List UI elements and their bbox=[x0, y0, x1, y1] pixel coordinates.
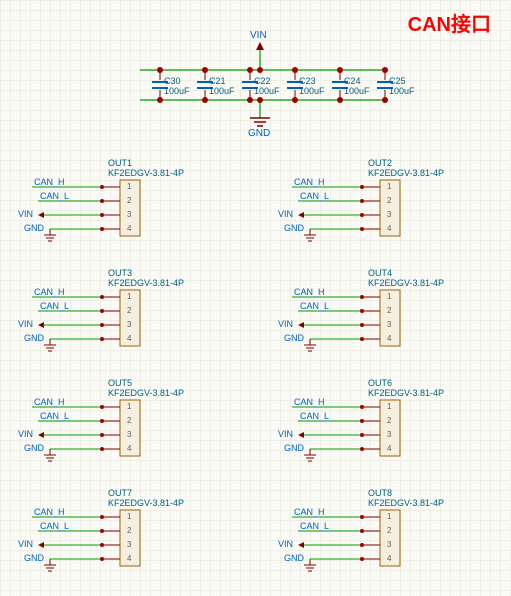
connector-part: KF2EDGV-3.81-4P bbox=[108, 278, 184, 288]
net-label-gnd: GND bbox=[284, 553, 304, 563]
cap-name: C23 bbox=[299, 76, 316, 86]
cap-name: C30 bbox=[164, 76, 181, 86]
cap-value: 100uF bbox=[344, 86, 370, 96]
connector-part: KF2EDGV-3.81-4P bbox=[368, 278, 444, 288]
pin-number: 1 bbox=[387, 182, 391, 191]
net-label-gnd: GND bbox=[24, 223, 44, 233]
pin-number: 3 bbox=[387, 320, 391, 329]
pin-number: 1 bbox=[127, 292, 131, 301]
connector-name: OUT7 bbox=[108, 488, 132, 498]
net-label-can-h: CAN_H bbox=[34, 177, 65, 187]
cap-name: C25 bbox=[389, 76, 406, 86]
pin-number: 4 bbox=[127, 554, 131, 563]
pin-number: 4 bbox=[387, 334, 391, 343]
cap-name: C22 bbox=[254, 76, 271, 86]
net-label-can-h: CAN_H bbox=[294, 397, 325, 407]
net-label-can-h: CAN_H bbox=[34, 397, 65, 407]
net-label-can-l: CAN_L bbox=[300, 411, 329, 421]
pin-number: 1 bbox=[127, 182, 131, 191]
net-label-vin: VIN bbox=[278, 319, 293, 329]
connector-name: OUT1 bbox=[108, 158, 132, 168]
pin-number: 2 bbox=[387, 306, 391, 315]
net-label-vin: VIN bbox=[278, 539, 293, 549]
net-label-gnd: GND bbox=[24, 443, 44, 453]
pin-number: 2 bbox=[387, 526, 391, 535]
pin-number: 1 bbox=[387, 292, 391, 301]
cap-name: C21 bbox=[209, 76, 226, 86]
pin-number: 2 bbox=[127, 416, 131, 425]
net-label-can-l: CAN_L bbox=[40, 521, 69, 531]
net-label-gnd: GND bbox=[284, 223, 304, 233]
net-label-can-l: CAN_L bbox=[40, 191, 69, 201]
connector-part: KF2EDGV-3.81-4P bbox=[368, 168, 444, 178]
connector-name: OUT2 bbox=[368, 158, 392, 168]
cap-value: 100uF bbox=[209, 86, 235, 96]
net-label-vin: VIN bbox=[18, 539, 33, 549]
connector-part: KF2EDGV-3.81-4P bbox=[108, 168, 184, 178]
connector-name: OUT5 bbox=[108, 378, 132, 388]
pin-number: 1 bbox=[127, 402, 131, 411]
net-label-can-l: CAN_L bbox=[300, 301, 329, 311]
pin-number: 3 bbox=[127, 540, 131, 549]
net-label-gnd: GND bbox=[24, 553, 44, 563]
connector-name: OUT8 bbox=[368, 488, 392, 498]
net-label-can-h: CAN_H bbox=[34, 507, 65, 517]
net-label-vin: VIN bbox=[18, 319, 33, 329]
pin-number: 3 bbox=[127, 430, 131, 439]
net-label-can-l: CAN_L bbox=[300, 521, 329, 531]
pin-number: 4 bbox=[387, 444, 391, 453]
pin-number: 2 bbox=[127, 526, 131, 535]
net-label-vin: VIN bbox=[18, 429, 33, 439]
cap-name: C24 bbox=[344, 76, 361, 86]
connector-name: OUT3 bbox=[108, 268, 132, 278]
net-label-can-h: CAN_H bbox=[294, 287, 325, 297]
cap-value: 100uF bbox=[299, 86, 325, 96]
cap-value: 100uF bbox=[389, 86, 415, 96]
pin-number: 3 bbox=[127, 320, 131, 329]
pin-number: 4 bbox=[127, 444, 131, 453]
net-label-can-h: CAN_H bbox=[294, 177, 325, 187]
pin-number: 3 bbox=[127, 210, 131, 219]
connector-part: KF2EDGV-3.81-4P bbox=[108, 498, 184, 508]
pin-number: 2 bbox=[127, 306, 131, 315]
gnd-label: GND bbox=[248, 128, 270, 139]
net-label-can-l: CAN_L bbox=[40, 301, 69, 311]
connector-part: KF2EDGV-3.81-4P bbox=[108, 388, 184, 398]
pin-number: 4 bbox=[127, 224, 131, 233]
net-label-can-l: CAN_L bbox=[40, 411, 69, 421]
net-label-vin: VIN bbox=[18, 209, 33, 219]
cap-value: 100uF bbox=[164, 86, 190, 96]
connector-part: KF2EDGV-3.81-4P bbox=[368, 388, 444, 398]
net-label-gnd: GND bbox=[24, 333, 44, 343]
net-label-gnd: GND bbox=[284, 333, 304, 343]
pin-number: 4 bbox=[387, 224, 391, 233]
connector-part: KF2EDGV-3.81-4P bbox=[368, 498, 444, 508]
pin-number: 2 bbox=[127, 196, 131, 205]
net-label-gnd: GND bbox=[284, 443, 304, 453]
pin-number: 3 bbox=[387, 210, 391, 219]
net-label-vin: VIN bbox=[278, 209, 293, 219]
cap-value: 100uF bbox=[254, 86, 280, 96]
pin-number: 4 bbox=[387, 554, 391, 563]
net-label-can-h: CAN_H bbox=[34, 287, 65, 297]
connector-name: OUT4 bbox=[368, 268, 392, 278]
pin-number: 3 bbox=[387, 540, 391, 549]
connector-name: OUT6 bbox=[368, 378, 392, 388]
net-label-can-h: CAN_H bbox=[294, 507, 325, 517]
pin-number: 1 bbox=[127, 512, 131, 521]
pin-number: 2 bbox=[387, 416, 391, 425]
pin-number: 3 bbox=[387, 430, 391, 439]
net-label-vin: VIN bbox=[278, 429, 293, 439]
net-label-can-l: CAN_L bbox=[300, 191, 329, 201]
pin-number: 4 bbox=[127, 334, 131, 343]
vin-label: VIN bbox=[250, 30, 267, 41]
pin-number: 1 bbox=[387, 402, 391, 411]
pin-number: 1 bbox=[387, 512, 391, 521]
pin-number: 2 bbox=[387, 196, 391, 205]
